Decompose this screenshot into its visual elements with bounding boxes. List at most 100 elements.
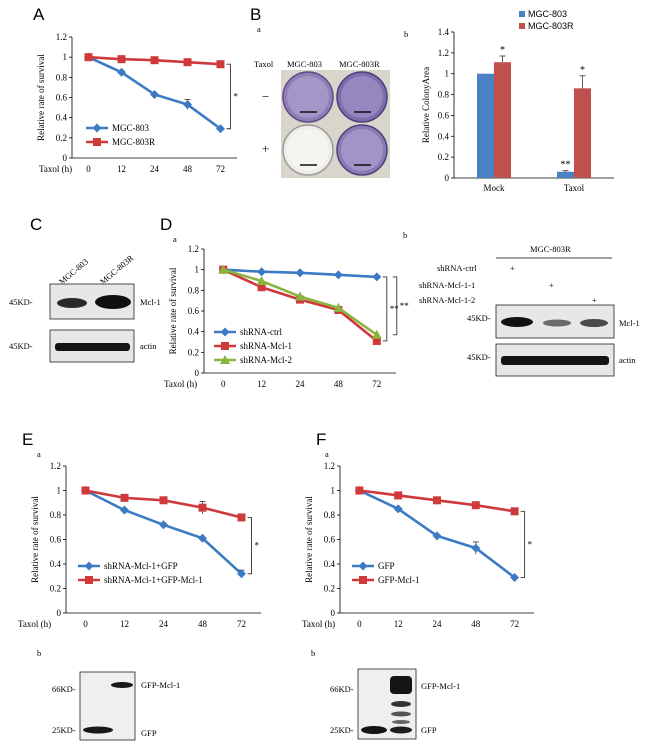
x-tick-label: 12	[117, 164, 126, 174]
chart-a-survival: 0 0.2 0.4 0.6 0.8 1 1.2 0 12 24 48 72 Taxol (h) Relat…	[36, 32, 239, 174]
data-point	[333, 270, 343, 280]
blot-f-band-gfp-mcl1: GFP-Mcl-1	[421, 681, 460, 691]
plate-mgc803r-untreated-inner	[341, 76, 383, 118]
significance-mark: **	[561, 160, 571, 171]
y-tick-label: 0.8	[56, 72, 68, 82]
y-tick-label: 0.4	[188, 327, 200, 337]
data-point	[393, 504, 403, 514]
data-point	[372, 336, 381, 345]
data-point	[433, 496, 441, 505]
chart-b-colony-area: 0 0.2 0.4 0.6 0.8 1 1.2 1.4 Relative ColonyArea M…	[421, 9, 614, 193]
blot-f-mw-2: 25KD-	[330, 725, 354, 735]
y-tick-label: 0.2	[50, 584, 61, 594]
blot-d-mw-1: 45KD-	[467, 313, 491, 323]
x-axis-label: Taxol (h)	[18, 619, 51, 629]
y-tick-label: 1	[57, 486, 62, 496]
y-tick-label: 0.6	[56, 93, 68, 103]
data-point	[117, 55, 126, 64]
data-point	[295, 291, 305, 301]
legend-swatch	[519, 23, 525, 29]
blot-d: MGC-803R shRNA-ctrl + shRNA-Mcl-1-1 + sh…	[419, 244, 640, 377]
data-point	[257, 283, 266, 292]
data-point	[216, 124, 225, 134]
y-tick-label: 1	[195, 265, 200, 275]
y-axis-label: Relative rate of survival	[304, 496, 314, 583]
blot-d-band-mcl1: Mcl-1	[619, 318, 640, 328]
data-point	[150, 89, 159, 99]
y-tick-label: 0.4	[56, 113, 68, 123]
blot-band	[391, 711, 411, 717]
bar	[557, 171, 574, 178]
blot-band	[580, 319, 608, 327]
data-point	[218, 264, 229, 274]
y-tick-label: 0.6	[50, 535, 62, 545]
legend-label: GFP	[378, 561, 395, 571]
y-tick-label: 0	[445, 173, 450, 183]
legend-label: MGC-803	[112, 123, 150, 133]
data-point	[510, 572, 520, 582]
blot-f: 66KD- 25KD- GFP-Mcl-1 GFP	[330, 668, 460, 740]
x-tick-label: 0	[357, 619, 362, 629]
data-point	[237, 513, 246, 522]
x-tick-label: 0	[221, 379, 226, 389]
blot-band	[392, 720, 410, 724]
significance-bracket	[520, 510, 526, 578]
x-axis-label: Taxol (h)	[39, 164, 72, 174]
y-axis-label: Relative rate of survival	[30, 496, 40, 583]
colony-col-mgc803r: MGC-803R	[339, 59, 380, 69]
blot-d-row-2-plus: +	[549, 280, 554, 290]
x-tick-label: 48	[471, 619, 481, 629]
data-point	[220, 327, 230, 337]
data-point	[220, 355, 230, 364]
data-point	[84, 561, 94, 571]
y-tick-label: 1.2	[324, 461, 335, 471]
data-point	[471, 543, 481, 553]
blot-d-row-1: shRNA-ctrl	[437, 263, 477, 273]
chart-d-survival: 0 0.2 0.4 0.6 0.8 1 1.2 0 12 24 48 72 Taxol (h) Relat…	[164, 244, 409, 389]
blot-band	[55, 343, 130, 351]
blot-f-mw-1: 66KD-	[330, 684, 354, 694]
blot-e: 66KD- 25KD- GFP-Mcl-1 GFP	[52, 671, 180, 741]
x-tick-label: Mock	[484, 183, 505, 193]
legend-label: shRNA-Mcl-1	[240, 341, 292, 351]
data-point	[358, 561, 368, 571]
data-point	[85, 576, 93, 584]
y-tick-label: 0.4	[324, 559, 336, 569]
sublabel-b-b: b	[404, 29, 408, 39]
data-point	[81, 486, 90, 495]
x-axis-label: Taxol (h)	[302, 619, 335, 629]
data-point	[198, 533, 207, 543]
sublabel-e-a: a	[37, 449, 41, 459]
plate-mgc803r-taxol-inner	[341, 129, 383, 171]
panel-label-b: B	[250, 5, 261, 24]
x-tick-label: 72	[510, 619, 519, 629]
blot-band	[390, 676, 412, 694]
blot-c-mw-2: 45KD-	[9, 341, 33, 351]
blot-d-header: MGC-803R	[530, 244, 571, 254]
y-tick-label: 0.8	[188, 285, 200, 295]
blot-band	[83, 726, 113, 734]
blot-d-row-3-plus: +	[592, 295, 597, 305]
legend-label: shRNA-Mcl-1+GFP	[104, 561, 178, 571]
blot-c-band-actin: actin	[140, 341, 157, 351]
data-point	[159, 496, 168, 505]
y-tick-label: 0.8	[324, 510, 336, 520]
significance-bracket	[226, 63, 231, 130]
y-tick-label: 0.4	[438, 131, 450, 141]
x-tick-label: 48	[334, 379, 344, 389]
colony-row-minus: −	[262, 89, 269, 104]
data-point	[120, 505, 129, 515]
blot-band	[361, 726, 387, 734]
x-tick-label: 72	[216, 164, 225, 174]
data-point	[471, 501, 480, 510]
blot-d-band-actin: actin	[619, 355, 636, 365]
plate-mgc803-untreated-inner	[287, 76, 329, 118]
chart-f-survival: 0 0.2 0.4 0.6 0.8 1 1.2 0 12 24 48 72 Taxol (h) Relat…	[302, 461, 534, 629]
legend-label: shRNA-Mcl-1+GFP-Mcl-1	[104, 575, 203, 585]
x-tick-label: 12	[120, 619, 129, 629]
sublabel-e-b: b	[37, 648, 41, 658]
significance-mark: *	[500, 45, 505, 56]
data-point	[372, 272, 382, 282]
blot-c-lane-2: MGC-803R	[98, 253, 136, 287]
